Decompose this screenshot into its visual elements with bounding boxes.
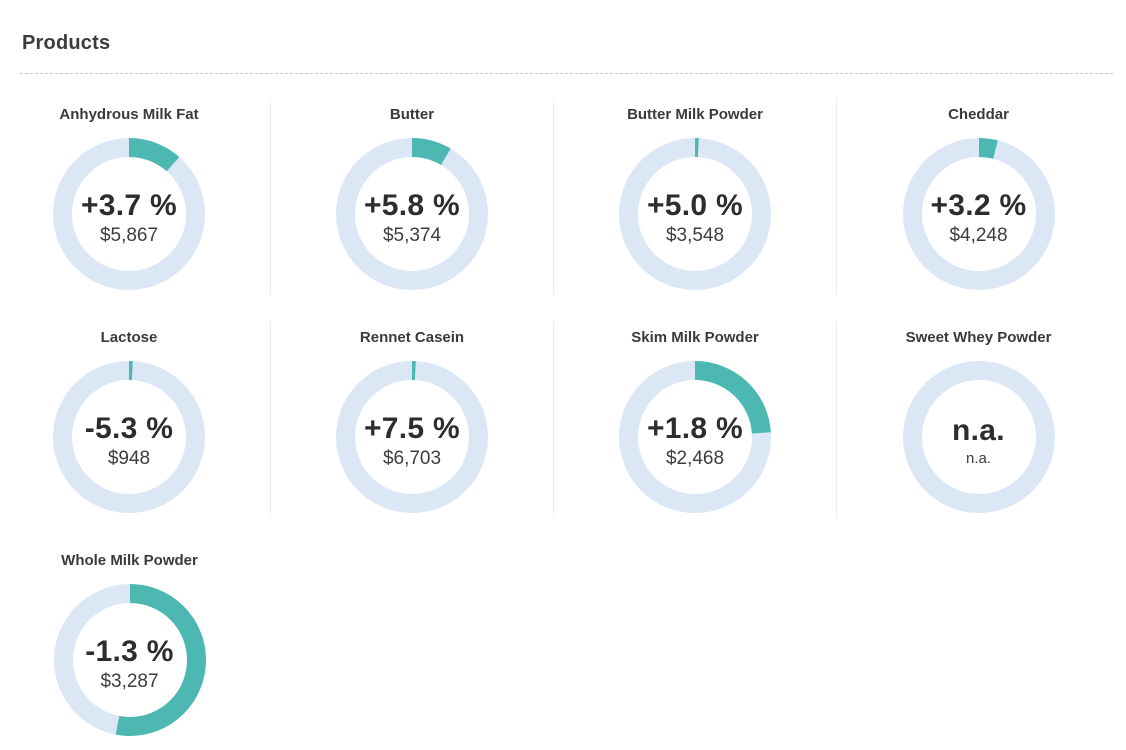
donut-svg — [619, 138, 771, 290]
product-card: Anhydrous Milk Fat +3.7 % $5,867 — [0, 98, 271, 295]
donut-chart[interactable]: +5.0 % $3,548 — [619, 138, 771, 290]
price-value: $5,867 — [99, 225, 159, 246]
product-name: Butter — [389, 106, 435, 123]
donut-chart[interactable]: -1.3 % $3,287 — [53, 584, 206, 736]
price-value: $6,703 — [382, 448, 442, 469]
product-name: Butter Milk Powder — [627, 106, 763, 123]
product-card: Cheddar +3.2 % $4,248 — [837, 98, 1120, 295]
donut-label: +5.8 % $5,374 — [336, 138, 488, 290]
product-name: Cheddar — [948, 106, 1009, 123]
donut-ring-value-arc — [336, 138, 488, 290]
donut-label: +3.7 % $5,867 — [53, 138, 205, 290]
products-grid: Anhydrous Milk Fat +3.7 % $5,867 Butter … — [0, 74, 1126, 750]
product-card: Lactose -5.3 % $948 — [0, 321, 271, 518]
donut-chart[interactable]: +3.2 % $4,248 — [902, 138, 1055, 290]
price-change-percent: -5.3 % — [84, 412, 174, 445]
donut-chart[interactable]: +5.8 % $5,374 — [336, 138, 488, 290]
donut-chart[interactable]: +1.8 % $2,468 — [619, 361, 771, 513]
price-change-percent: +7.5 % — [363, 412, 461, 445]
donut-ring-value-arc — [53, 138, 205, 290]
product-name: Anhydrous Milk Fat — [59, 106, 199, 123]
product-name: Lactose — [100, 329, 158, 346]
price-value: $3,287 — [100, 671, 159, 692]
price-value: $948 — [107, 448, 151, 469]
product-name: Rennet Casein — [359, 329, 465, 346]
price-change-percent: +5.0 % — [646, 189, 744, 222]
donut-ring-value-arc — [53, 361, 205, 513]
donut-label: n.a. n.a. — [903, 361, 1055, 513]
donut-svg — [53, 138, 205, 290]
price-value: n.a. — [965, 450, 992, 467]
product-card: Sweet Whey Powder n.a. n.a. — [837, 321, 1120, 518]
donut-svg — [902, 361, 1055, 513]
donut-ring-background — [902, 361, 1055, 513]
price-change-percent: n.a. — [952, 414, 1005, 447]
donut-ring-value-arc — [619, 361, 771, 513]
page-title: Products — [22, 32, 111, 54]
donut-label: +3.2 % $4,248 — [903, 138, 1055, 290]
donut-svg — [53, 584, 206, 736]
donut-ring-value-arc — [619, 138, 771, 290]
donut-chart[interactable]: -5.3 % $948 — [53, 361, 205, 513]
donut-chart[interactable]: +7.5 % $6,703 — [336, 361, 488, 513]
donut-ring-value-arc — [902, 138, 1055, 290]
donut-label: -1.3 % $3,287 — [54, 584, 206, 736]
header-divider — [20, 73, 1113, 74]
price-change-percent: -1.3 % — [85, 635, 174, 668]
product-card: Butter +5.8 % $5,374 — [271, 98, 554, 295]
price-value: $4,248 — [949, 225, 1008, 246]
donut-chart[interactable]: n.a. n.a. — [902, 361, 1055, 513]
price-value: $3,548 — [665, 225, 725, 246]
donut-svg — [619, 361, 771, 513]
donut-svg — [336, 361, 488, 513]
product-card: Butter Milk Powder +5.0 % $3,548 — [554, 98, 837, 295]
donut-label: +1.8 % $2,468 — [619, 361, 771, 513]
price-change-percent: +3.2 % — [930, 189, 1027, 222]
price-value: $5,374 — [382, 225, 442, 246]
product-name: Sweet Whey Powder — [905, 329, 1052, 346]
donut-label: +5.0 % $3,548 — [619, 138, 771, 290]
price-change-percent: +3.7 % — [80, 189, 178, 222]
page-header: Products — [0, 0, 1126, 56]
donut-ring-value-arc — [53, 584, 206, 736]
product-card: Skim Milk Powder +1.8 % $2,468 — [554, 321, 837, 518]
product-name: Whole Milk Powder — [61, 552, 198, 569]
donut-svg — [902, 138, 1055, 290]
price-value: $2,468 — [665, 448, 725, 469]
donut-chart[interactable]: +3.7 % $5,867 — [53, 138, 205, 290]
donut-svg — [53, 361, 205, 513]
price-change-percent: +5.8 % — [363, 189, 461, 222]
product-card: Whole Milk Powder -1.3 % $3,287 — [0, 544, 271, 741]
donut-ring-value-arc — [336, 361, 488, 513]
price-change-percent: +1.8 % — [646, 412, 744, 445]
product-card: Rennet Casein +7.5 % $6,703 — [271, 321, 554, 518]
donut-svg — [336, 138, 488, 290]
donut-label: +7.5 % $6,703 — [336, 361, 488, 513]
donut-label: -5.3 % $948 — [53, 361, 205, 513]
product-name: Skim Milk Powder — [631, 329, 759, 346]
